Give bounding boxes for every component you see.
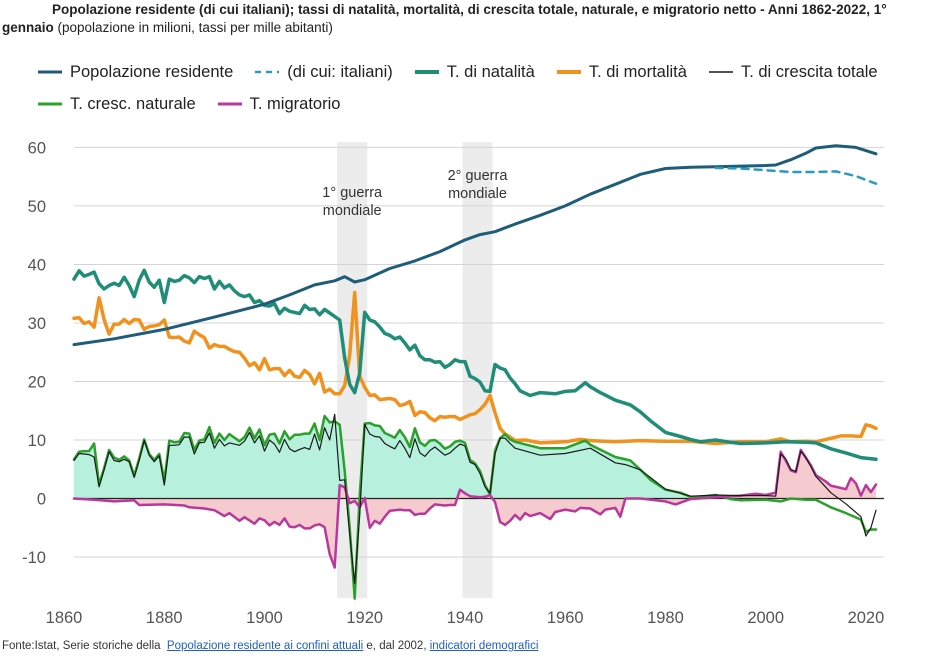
legend-label-migratorio: T. migratorio — [249, 94, 341, 113]
legend-swatch-icon — [556, 70, 581, 74]
legend-label-mortalita: T. di mortalità — [588, 62, 687, 81]
x-tick-label: 1940 — [447, 609, 484, 627]
legend-swatch-icon — [217, 102, 242, 106]
legend-row-2: T. cresc. naturale T. migratorio — [38, 88, 918, 120]
legend-label-popolazione: Popolazione residente — [70, 62, 234, 81]
legend-item-mortalita: T. di mortalità — [556, 62, 687, 82]
chart-plot: 60 50 40 30 20 10 0 -10 1860 1880 1900 1920 1940 196… — [22, 139, 885, 627]
footer-prefix: Fonte:Istat, Serie storiche della — [2, 640, 161, 652]
series-line-2 — [72, 268, 878, 462]
series-line-6 — [72, 448, 878, 569]
chart-title-end: gennaio — [2, 20, 54, 35]
y-tick-label: 40 — [28, 256, 46, 274]
war-annotations: 1° guerra mondiale 2° guerra mondiale — [322, 168, 508, 219]
series-lines — [72, 144, 878, 600]
x-tick-label: 1900 — [246, 609, 283, 627]
footer-link-indicatori[interactable]: indicatori demografici — [429, 640, 539, 652]
series-line-3 — [72, 290, 878, 446]
legend-item-crescita-naturale: T. cresc. naturale — [38, 95, 196, 114]
chart-title-line1: Popolazione residente (di cui italiani);… — [52, 2, 887, 17]
legend-item-popolazione: Popolazione residente — [38, 63, 233, 82]
y-tick-label: 0 — [37, 491, 46, 509]
fill-natural-positive — [74, 416, 876, 499]
area-fills — [74, 416, 876, 568]
legend-label-crescita-naturale: T. cresc. naturale — [70, 94, 196, 113]
legend-swatch-icon — [708, 71, 733, 73]
legend-swatch-icon — [38, 70, 62, 74]
war-label-0: 1° guerra — [322, 185, 383, 201]
y-tick-label: 60 — [28, 139, 46, 157]
y-tick-labels: 60 50 40 30 20 10 0 -10 — [22, 139, 46, 567]
chart-title-line2: gennaio (popolazione in milioni, tassi p… — [0, 19, 933, 37]
y-tick-label: -10 — [22, 549, 46, 567]
legend-label-crescita-totale: T. di crescita totale — [740, 62, 878, 81]
series-line-4 — [73, 413, 877, 584]
war-band-0 — [337, 142, 368, 598]
x-tick-label: 2020 — [848, 609, 885, 627]
chart-legend: Popolazione residente (di cui: italiani)… — [38, 56, 918, 120]
legend-item-italiani: (di cui: italiani) — [255, 62, 393, 82]
x-tick-label: 1880 — [146, 609, 183, 627]
legend-item-natalita: T. di natalità — [414, 62, 535, 82]
chart-subtitle: (popolazione in milioni, tassi per mille… — [57, 20, 333, 35]
x-tick-label: 1860 — [46, 609, 83, 627]
grid-lines — [74, 146, 884, 558]
y-tick-label: 10 — [28, 432, 46, 450]
source-footer: Fonte:Istat, Serie storiche della Popola… — [2, 640, 538, 652]
footer-link-popolazione[interactable]: Popolazione residente ai confini attuali — [166, 640, 364, 652]
x-tick-label: 1980 — [647, 609, 684, 627]
war-label-1: mondiale — [448, 186, 507, 202]
fill-migration-positive — [74, 449, 876, 499]
legend-swatch-icon — [255, 70, 280, 74]
y-tick-label: 50 — [28, 198, 46, 216]
legend-label-natalita: T. di natalità — [446, 62, 535, 81]
war-label-1: 2° guerra — [448, 168, 509, 184]
legend-swatch-icon — [414, 70, 439, 74]
legend-label-italiani: (di cui: italiani) — [287, 62, 393, 81]
chart-title: Popolazione residente (di cui italiani);… — [0, 1, 933, 37]
legend-swatch-icon — [38, 102, 62, 106]
series-line-0 — [72, 144, 878, 347]
war-label-0: mondiale — [323, 203, 382, 219]
y-tick-label: 30 — [28, 315, 46, 333]
series-line-1 — [714, 166, 878, 185]
legend-item-crescita-totale: T. di crescita totale — [708, 62, 878, 82]
x-tick-labels: 1860 1880 1900 1920 1940 1960 1980 2000 2020 — [46, 609, 885, 627]
x-tick-label: 1960 — [547, 609, 584, 627]
x-tick-label: 2000 — [747, 609, 784, 627]
x-tick-label: 1920 — [346, 609, 383, 627]
legend-row-1: Popolazione residente (di cui: italiani)… — [38, 56, 918, 88]
legend-item-migratorio: T. migratorio — [217, 94, 341, 114]
footer-middle: e, dal 2002, — [366, 640, 427, 652]
fill-migration-negative — [74, 498, 876, 568]
y-tick-label: 20 — [28, 373, 46, 391]
